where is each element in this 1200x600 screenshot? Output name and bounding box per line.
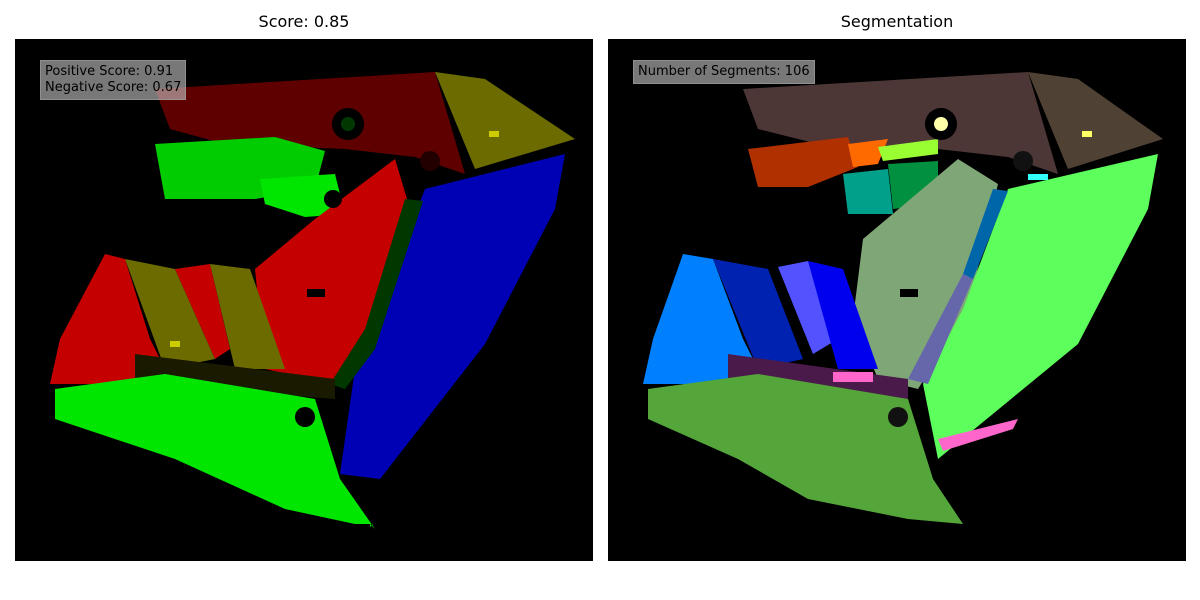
segment-pink-patch xyxy=(833,372,873,382)
segment-teal xyxy=(843,169,893,214)
segment-light-green xyxy=(923,154,1158,459)
dark-speck-1-core xyxy=(341,117,355,131)
segments-info-box: Number of Segments: 106 xyxy=(633,60,815,84)
segmentation-image xyxy=(643,72,1163,524)
segment-navy xyxy=(713,259,803,369)
score-map-image xyxy=(50,72,575,529)
dark-speck-3 xyxy=(324,190,342,208)
segment-periwinkle xyxy=(778,261,838,354)
region-red-center xyxy=(255,159,410,384)
region-dark-green-strip xyxy=(330,199,423,389)
positive-score-text: Positive Score: 0.91 xyxy=(45,64,174,79)
segment-lime-sliver xyxy=(878,139,938,161)
segment-brown-top xyxy=(743,72,1058,174)
segment-pink-stripe xyxy=(938,419,1018,451)
region-olive-stripe-2 xyxy=(210,264,285,369)
right-panel-title: Segmentation xyxy=(840,12,954,31)
segments-count-text: Number of Segments: 106 xyxy=(638,64,810,79)
segment-yellow-speck xyxy=(1082,131,1092,137)
segment-cyan-speck xyxy=(1028,174,1048,180)
dark-speck-4 xyxy=(307,289,325,297)
dark-speck-2 xyxy=(420,151,440,171)
region-olive-top-right xyxy=(435,72,575,169)
segment-mid-green-bottom xyxy=(648,374,963,524)
segment-dark-speck-2 xyxy=(888,407,908,427)
segment-bright-blue xyxy=(808,261,878,369)
segment-sage-center xyxy=(853,159,998,389)
region-red-left xyxy=(50,254,165,384)
region-green-bottom xyxy=(55,374,375,529)
yellow-speck xyxy=(170,341,180,347)
segmentation-panel: Number of Segments: 106 xyxy=(608,39,1186,561)
segment-orange xyxy=(748,137,858,187)
segment-sky-blue xyxy=(643,254,758,384)
region-olive-stripe-1 xyxy=(125,259,215,369)
region-dark-red xyxy=(155,72,465,174)
negative-score-text: Negative Score: 0.67 xyxy=(45,80,182,95)
dark-speck-5 xyxy=(295,407,315,427)
score-map-panel: Positive Score: 0.91 Negative Score: 0.6… xyxy=(15,39,593,561)
score-info-box: Positive Score: 0.91 Negative Score: 0.6… xyxy=(40,60,187,100)
region-green-upper-mid xyxy=(260,174,345,217)
segment-olive-brown xyxy=(1028,72,1163,169)
segment-dark-speck xyxy=(1013,151,1033,171)
segment-cream-core xyxy=(934,117,948,131)
yellow-speck-2 xyxy=(489,131,499,137)
segment-dark-rect xyxy=(900,289,918,297)
segment-orange-bright xyxy=(848,139,888,167)
region-red-stripe xyxy=(175,264,230,359)
region-blue-right xyxy=(340,154,565,479)
segment-blue-strip xyxy=(963,189,1008,279)
left-panel-title: Score: 0.85 xyxy=(258,12,350,31)
segment-slate-strip xyxy=(908,274,973,384)
